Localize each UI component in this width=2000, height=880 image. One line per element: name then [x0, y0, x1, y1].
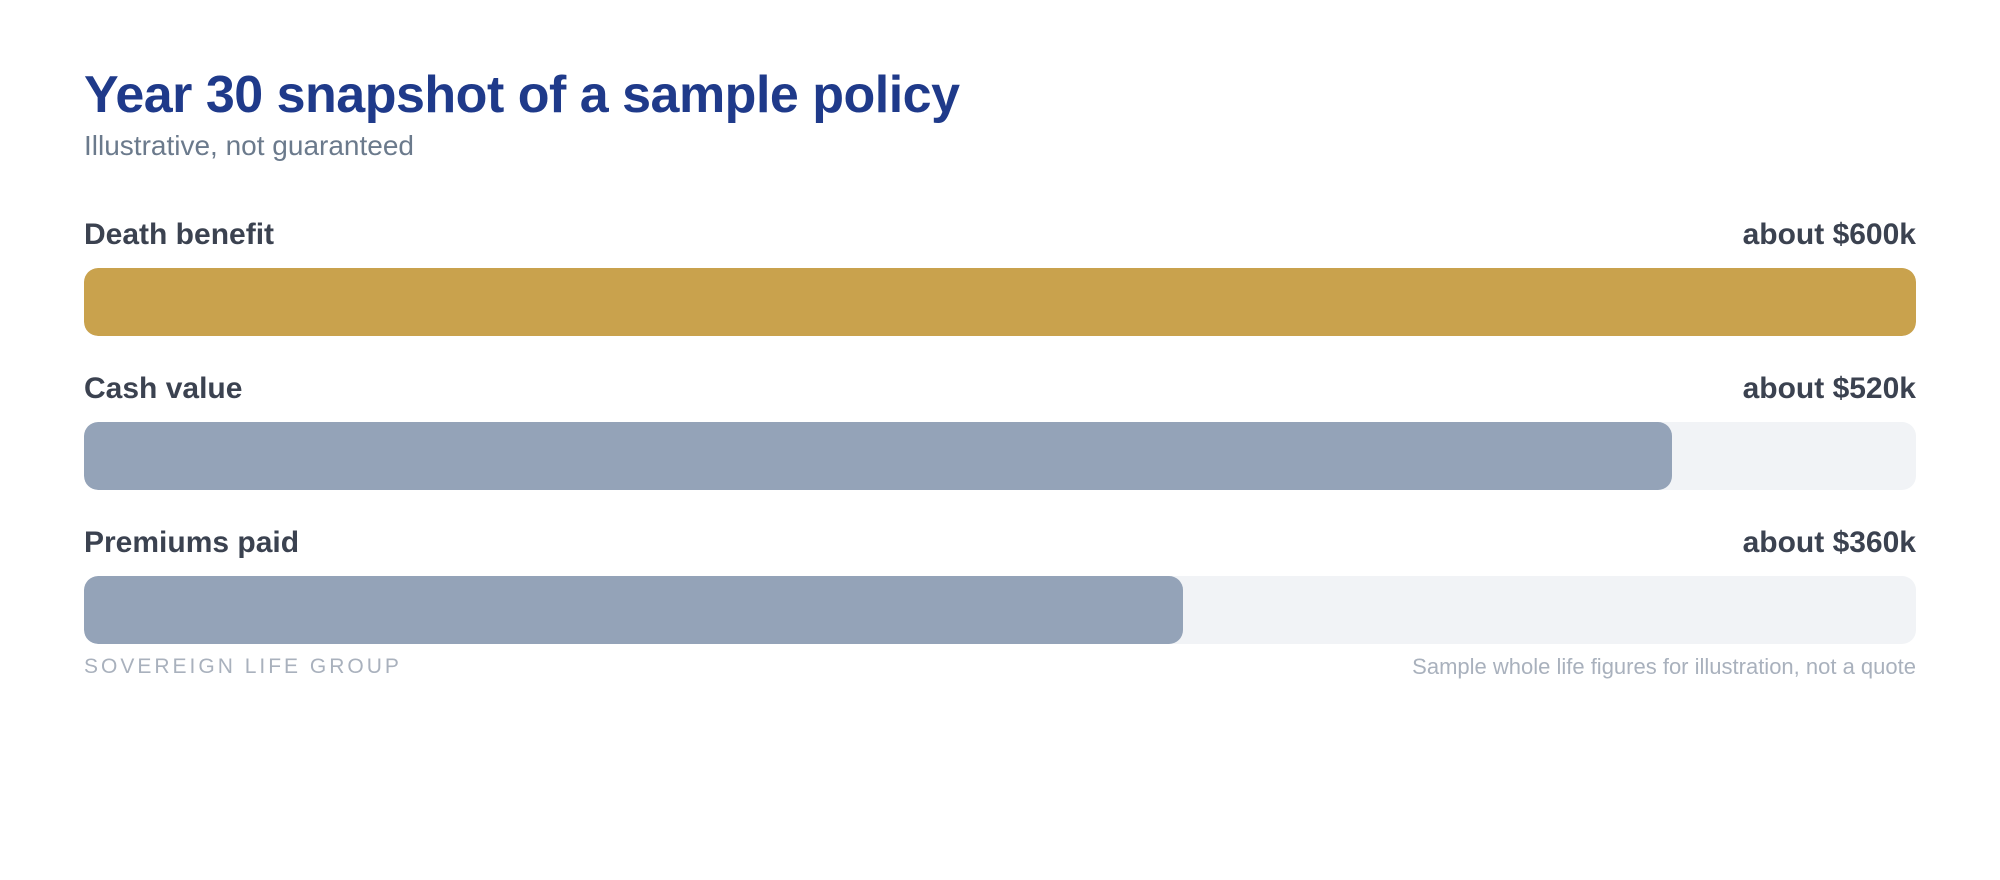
bar-category-label: Death benefit [84, 218, 275, 251]
bar-row-header: Cash value about $520k [84, 370, 1916, 408]
footnote: Sample whole life figures for illustrati… [1412, 654, 1916, 679]
bar [84, 422, 1672, 490]
bar-row: Death benefit about $600k [84, 216, 1916, 336]
bar-category-label: Premiums paid [84, 526, 300, 559]
bar-track [84, 268, 1916, 336]
bar-row-header: Death benefit about $600k [84, 216, 1916, 254]
bar-track [84, 422, 1916, 490]
bar-row: Cash value about $520k [84, 370, 1916, 490]
bar-category-label: Cash value [84, 372, 243, 405]
chart-footer: SOVEREIGN LIFE GROUP Sample whole life f… [84, 654, 1916, 680]
chart-subtitle: Illustrative, not guaranteed [84, 130, 414, 161]
bar [84, 576, 1184, 644]
bar-value-label: about $600k [1742, 218, 1916, 251]
bar-value-label: about $520k [1742, 372, 1916, 405]
chart-title: Year 30 snapshot of a sample policy [84, 66, 960, 124]
brand-name: SOVEREIGN LIFE GROUP [84, 655, 402, 678]
chart-card: Year 30 snapshot of a sample policy Illu… [84, 64, 1916, 680]
bar-row: Premiums paid about $360k [84, 524, 1916, 644]
bar [84, 268, 1916, 336]
bar-track [84, 576, 1916, 644]
bar-row-header: Premiums paid about $360k [84, 524, 1916, 562]
bar-chart: Death benefit about $600k Cash value about … [84, 216, 1916, 644]
bar-value-label: about $360k [1742, 526, 1916, 559]
